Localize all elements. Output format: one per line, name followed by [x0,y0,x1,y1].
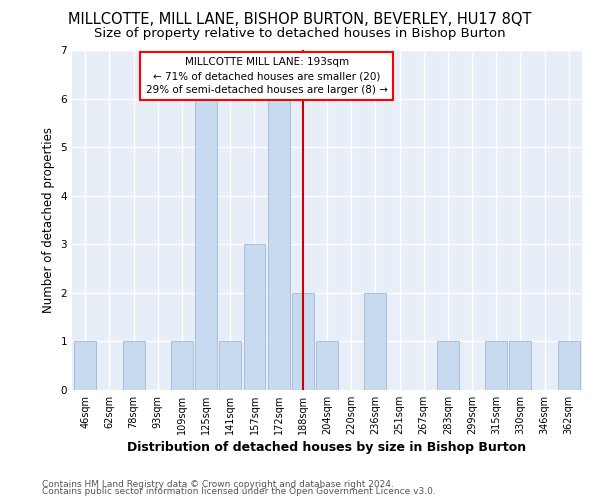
Text: MILLCOTTE MILL LANE: 193sqm
← 71% of detached houses are smaller (20)
29% of sem: MILLCOTTE MILL LANE: 193sqm ← 71% of det… [146,58,388,96]
Bar [292,293,314,390]
Bar [558,342,580,390]
Bar [316,342,338,390]
Text: MILLCOTTE, MILL LANE, BISHOP BURTON, BEVERLEY, HU17 8QT: MILLCOTTE, MILL LANE, BISHOP BURTON, BEV… [68,12,532,28]
Text: Contains public sector information licensed under the Open Government Licence v3: Contains public sector information licen… [42,487,436,496]
Bar [509,342,531,390]
Bar [437,342,459,390]
Bar [171,342,193,390]
Bar [123,342,145,390]
Bar [268,98,290,390]
Text: Contains HM Land Registry data © Crown copyright and database right 2024.: Contains HM Land Registry data © Crown c… [42,480,394,489]
Bar [485,342,507,390]
Bar [74,342,96,390]
X-axis label: Distribution of detached houses by size in Bishop Burton: Distribution of detached houses by size … [127,441,527,454]
Bar [220,342,241,390]
Text: Size of property relative to detached houses in Bishop Burton: Size of property relative to detached ho… [94,28,506,40]
Bar [364,293,386,390]
Bar [195,98,217,390]
Bar [244,244,265,390]
Y-axis label: Number of detached properties: Number of detached properties [42,127,55,313]
